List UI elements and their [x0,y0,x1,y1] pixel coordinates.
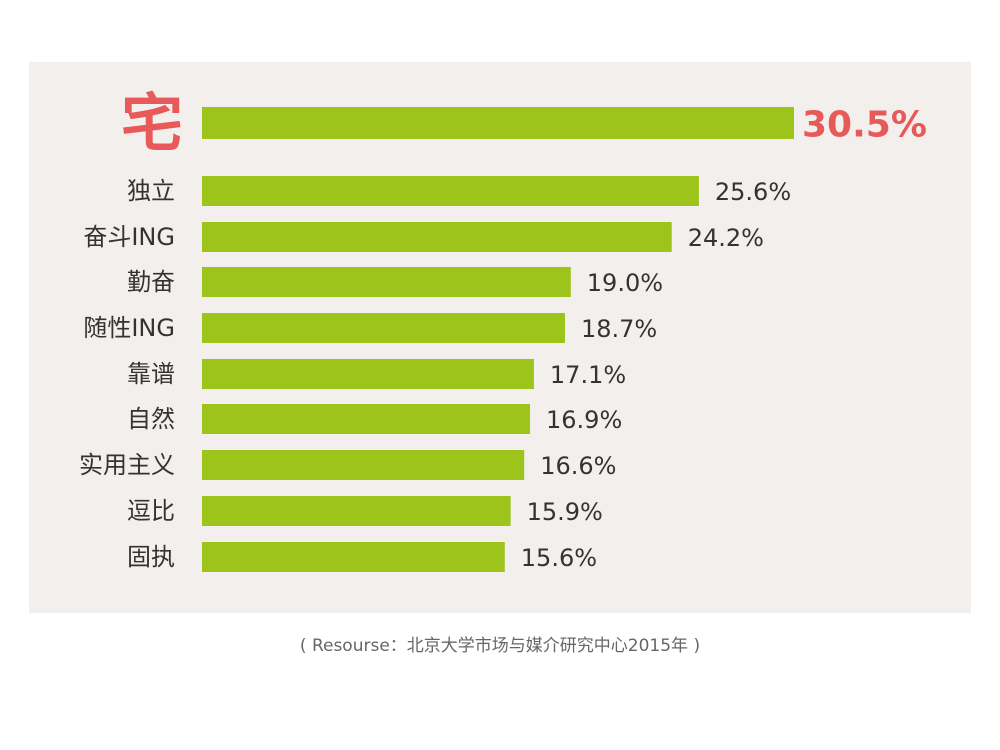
bar-5 [202,359,534,389]
bar-8 [202,496,511,526]
chart-panel: 宅 30.5% 独立 25.6% 奋斗ING 24.2% 勤奋 19.0% 随性ING 18.7%… [29,62,971,613]
category-label-5: 靠谱 [127,360,175,388]
bar-6 [202,404,531,434]
bar-9 [202,542,505,572]
value-label-7: 16.6% [540,452,616,480]
category-label-8: 逗比 [127,497,175,525]
bar-1 [202,176,699,206]
value-label-8: 15.9% [527,498,603,526]
value-label-9: 15.6% [521,544,597,572]
category-label-2: 奋斗ING [83,223,175,251]
category-label-9: 固执 [127,543,175,571]
category-label-3: 勤奋 [127,268,175,296]
value-label-4: 18.7% [581,315,657,343]
bar-4 [202,313,565,343]
value-label-1: 25.6% [715,178,791,206]
category-label-7: 实用主义 [79,451,175,479]
source-note: ( Resourse：北京大学市场与媒介研究中心2015年 ) [299,636,701,656]
value-label-2: 24.2% [688,224,764,252]
value-label-5: 17.1% [550,361,626,389]
bar-chart: 宅 30.5% 独立 25.6% 奋斗ING 24.2% 勤奋 19.0% 随性ING 18.7%… [79,87,927,572]
category-label-0: 宅 [121,87,183,160]
category-label-1: 独立 [127,177,175,205]
bar-7 [202,450,525,480]
value-label-6: 16.9% [546,406,622,434]
value-label-0: 30.5% [802,105,927,146]
value-label-3: 19.0% [587,269,663,297]
bar-0 [202,107,794,139]
category-label-6: 自然 [127,405,175,433]
bar-2 [202,222,672,252]
category-label-4: 随性ING [83,314,175,342]
bar-3 [202,267,571,297]
